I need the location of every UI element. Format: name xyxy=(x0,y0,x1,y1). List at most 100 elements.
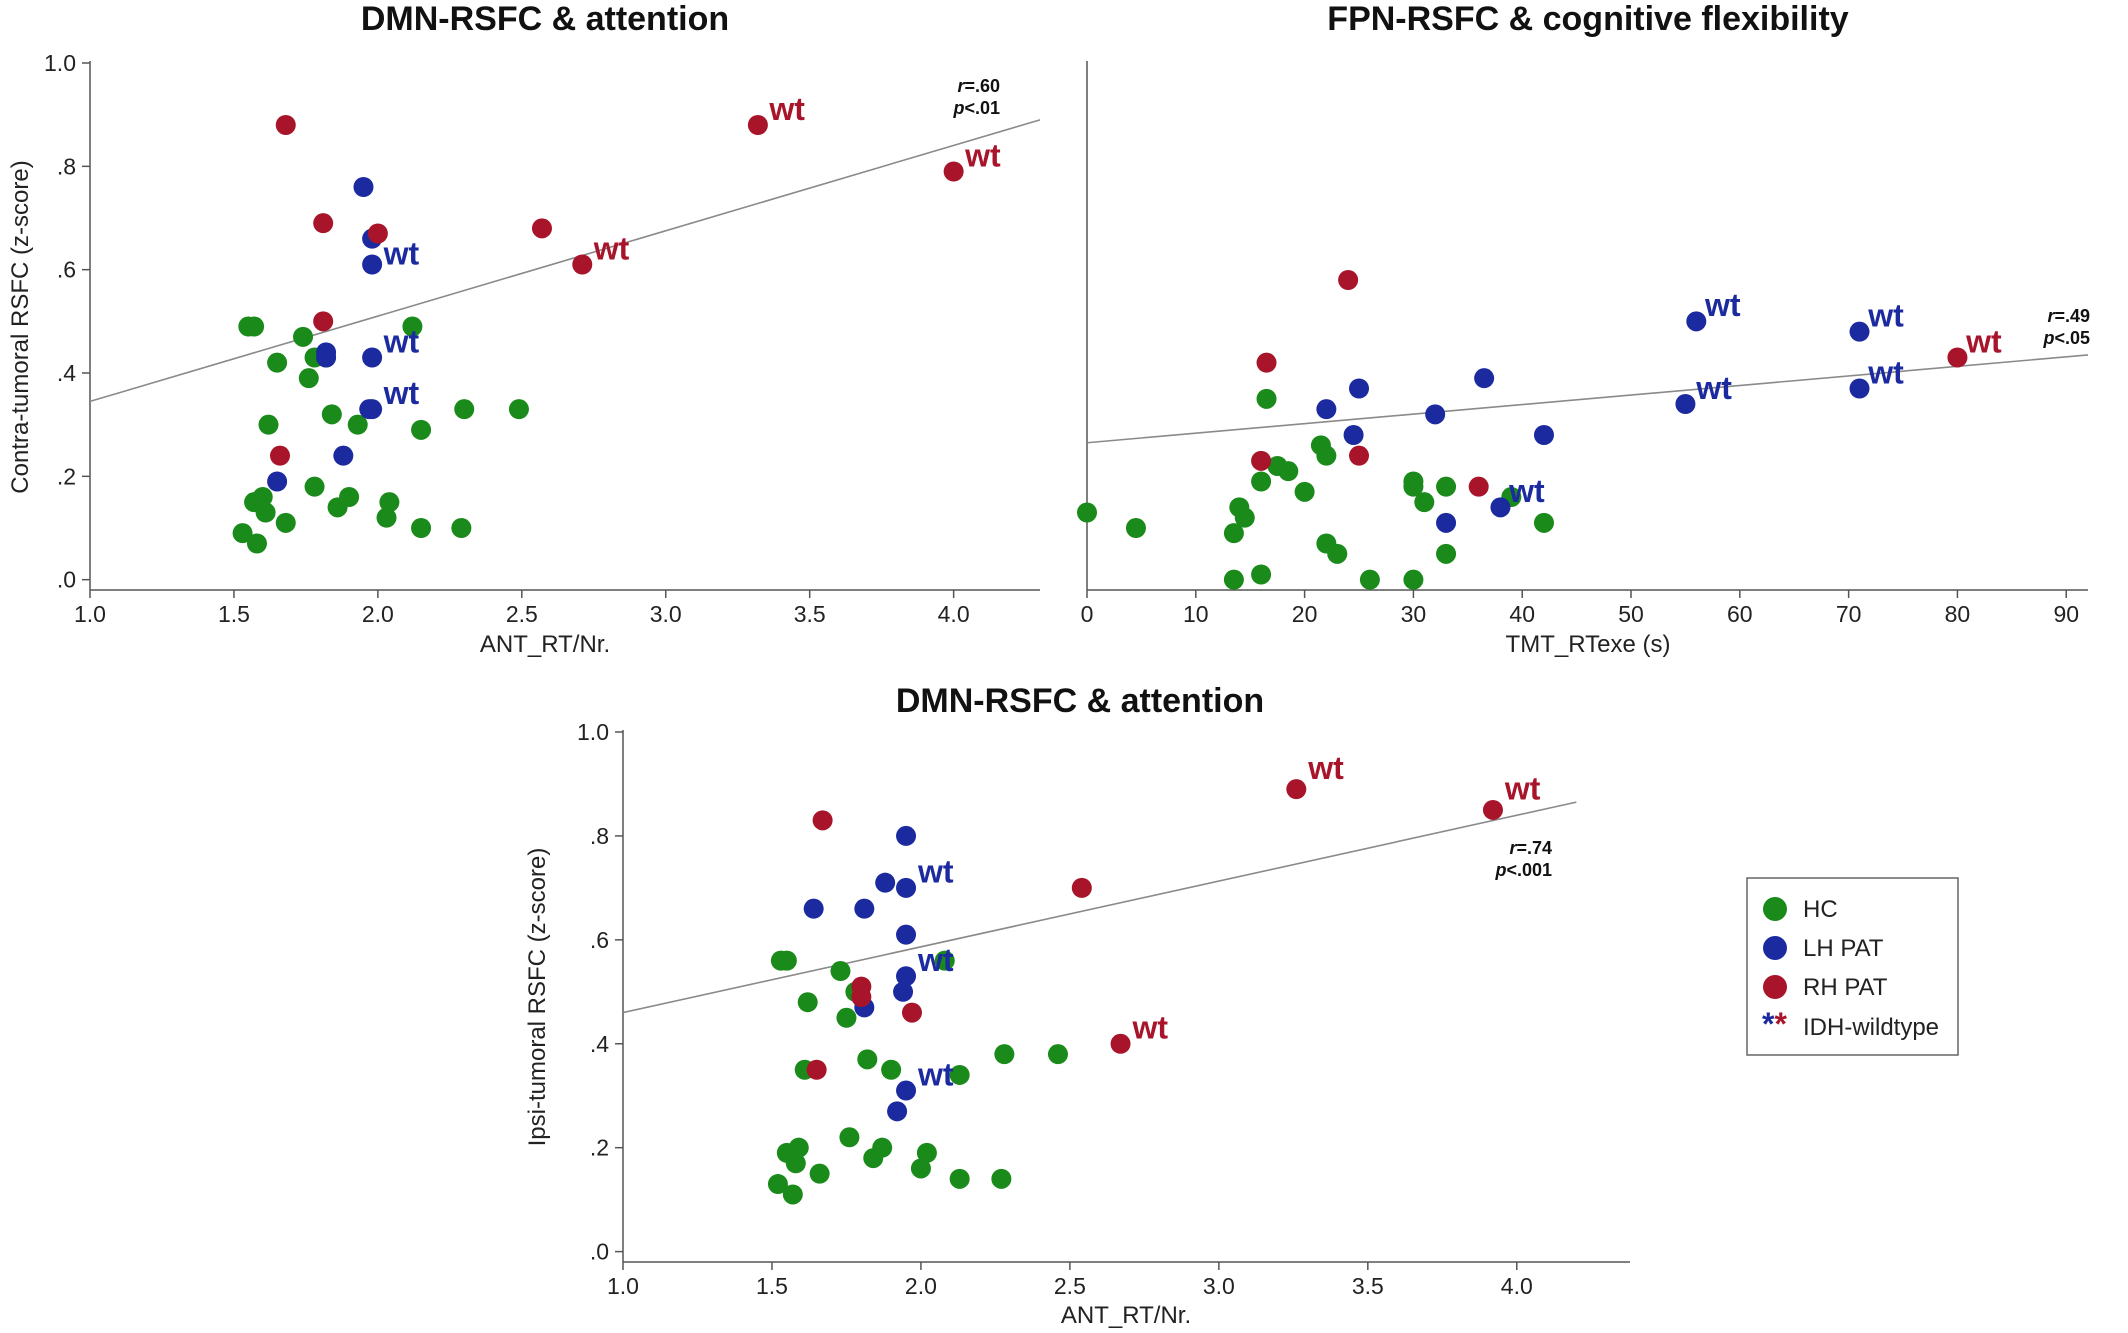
x-tick-label: 2.0 xyxy=(905,1273,937,1299)
point-rh-pat xyxy=(1338,270,1359,290)
point-hc xyxy=(1436,476,1457,497)
point-hc xyxy=(881,1059,902,1080)
wt-label-lh-pat: wt xyxy=(917,942,954,978)
point-lh-pat xyxy=(875,872,896,893)
point-hc xyxy=(451,518,472,538)
point-lh-pat xyxy=(896,966,917,987)
point-rh-pat xyxy=(1947,347,1968,368)
wt-label-rh-pat: wt xyxy=(1504,771,1541,807)
x-tick-label: 1.5 xyxy=(756,1273,788,1299)
y-tick-label: 1.0 xyxy=(44,50,76,76)
point-lh-pat xyxy=(896,924,917,945)
y-tick-label: .0 xyxy=(57,567,76,593)
wt-label-lh-pat: wt xyxy=(383,323,420,359)
point-hc xyxy=(1251,471,1272,492)
point-hc xyxy=(327,497,348,518)
point-hc xyxy=(1251,564,1272,585)
wt-label-lh-pat: wt xyxy=(1695,370,1732,406)
x-tick-label: 4.0 xyxy=(1501,1273,1533,1299)
point-hc xyxy=(1436,543,1457,564)
point-lh-pat xyxy=(359,399,380,420)
point-hc xyxy=(1316,445,1337,466)
point-rh-pat xyxy=(1251,450,1272,471)
point-rh-pat xyxy=(1468,476,1489,497)
wt-label-lh-pat: wt xyxy=(383,236,420,272)
point-lh-pat xyxy=(1436,512,1457,533)
wt-label-rh-pat: wt xyxy=(768,91,805,127)
point-hc xyxy=(376,507,397,528)
panel-ipsi-attention: DMN-RSFC & attention 1.0 1.5 2.0 2.5 3.0 3.5 4.… xyxy=(524,682,1630,1329)
point-hc xyxy=(1294,481,1315,502)
point-hc xyxy=(347,414,368,435)
wt-label-lh-pat: wt xyxy=(917,1056,954,1092)
wt-label-lh-pat: wt xyxy=(1867,354,1904,390)
panel-fpn-flexibility: FPN-RSFC & cognitive flexibility 0 10 20 30 4… xyxy=(1077,0,2090,658)
y-tick-label: 1.0 xyxy=(577,719,609,745)
point-lh-pat xyxy=(887,1101,908,1122)
point-lh-pat xyxy=(893,981,914,1002)
point-lh-pat xyxy=(854,898,875,919)
point-hc xyxy=(252,487,273,507)
x-tick-label: 50 xyxy=(1618,601,1644,627)
x-tick-label: 3.5 xyxy=(1352,1273,1384,1299)
point-hc xyxy=(258,414,279,435)
wt-label-lh-pat: wt xyxy=(1704,287,1741,323)
point-rh-pat xyxy=(313,311,334,332)
point-lh-pat xyxy=(1533,425,1554,445)
legend-label-rh-pat: RH PAT xyxy=(1803,974,1888,1001)
legend-marker-lh-pat xyxy=(1763,936,1787,960)
x-tick-label: 4.0 xyxy=(938,601,970,627)
point-hc xyxy=(839,1127,860,1148)
point-lh-pat xyxy=(896,877,917,898)
point-hc xyxy=(244,316,265,337)
wt-label-lh-pat: wt xyxy=(1867,298,1904,334)
point-rh-pat xyxy=(851,987,872,1007)
x-tick-label: 30 xyxy=(1401,601,1427,627)
point-lh-pat xyxy=(803,898,824,919)
y-tick-label: .8 xyxy=(57,153,76,179)
fit-line xyxy=(1086,354,2089,444)
point-lh-pat xyxy=(1686,311,1707,332)
point-hc xyxy=(1234,507,1255,528)
x-tick-label: 1.0 xyxy=(74,601,106,627)
wt-label-rh-pat: wt xyxy=(964,137,1001,173)
x-tick-label: 1.5 xyxy=(218,601,250,627)
point-hc xyxy=(776,950,797,971)
point-hc xyxy=(1403,476,1424,497)
point-hc xyxy=(1327,543,1348,564)
chart-title: FPN-RSFC & cognitive flexibility xyxy=(1327,0,1848,38)
point-hc xyxy=(934,950,955,971)
y-tick-label: .2 xyxy=(590,1135,609,1161)
y-tick-label: .4 xyxy=(57,360,76,386)
wt-label-lh-pat: wt xyxy=(917,854,954,890)
point-rh-pat xyxy=(270,445,290,466)
p-annotation: p<.01 xyxy=(952,98,1000,118)
x-axis-label: TMT_RTexe (s) xyxy=(1506,631,1671,658)
point-lh-pat xyxy=(316,347,337,368)
point-hc xyxy=(1223,569,1244,590)
point-rh-pat xyxy=(1482,799,1503,820)
point-hc xyxy=(1414,492,1435,513)
r-annotation: r=.60 xyxy=(957,76,1000,96)
point-hc xyxy=(916,1142,937,1163)
y-axis-label: Ipsi-tumoral RSFC (z-score) xyxy=(524,848,551,1147)
wt-label-lh-pat: wt xyxy=(383,375,420,411)
r-annotation: r=.74 xyxy=(1509,838,1552,858)
point-rh-pat xyxy=(275,115,296,135)
y-axis-label: Contra-tumoral RSFC (z-score) xyxy=(7,160,34,493)
point-rh-pat xyxy=(1349,445,1370,466)
panel-contra-attention: DMN-RSFC & attention 1.0 1.5 2.0 2.5 3.0 3.5 4.… xyxy=(7,0,1041,658)
point-hc xyxy=(857,1049,878,1070)
chart-title: DMN-RSFC & attention xyxy=(361,0,729,38)
point-lh-pat xyxy=(1316,399,1337,420)
y-tick-label: .6 xyxy=(590,927,609,953)
point-rh-pat xyxy=(747,115,768,135)
y-tick-label: .2 xyxy=(57,463,76,489)
x-axis-label: ANT_RT/Nr. xyxy=(480,631,610,658)
x-axis-label: ANT_RT/Nr. xyxy=(1061,1302,1191,1329)
point-rh-pat xyxy=(812,810,833,831)
point-lh-pat xyxy=(353,177,374,197)
point-rh-pat xyxy=(1110,1033,1131,1054)
point-hc xyxy=(809,1163,830,1184)
legend: HC LH PAT RH PAT ** IDH-wildtype xyxy=(1746,877,1959,1056)
